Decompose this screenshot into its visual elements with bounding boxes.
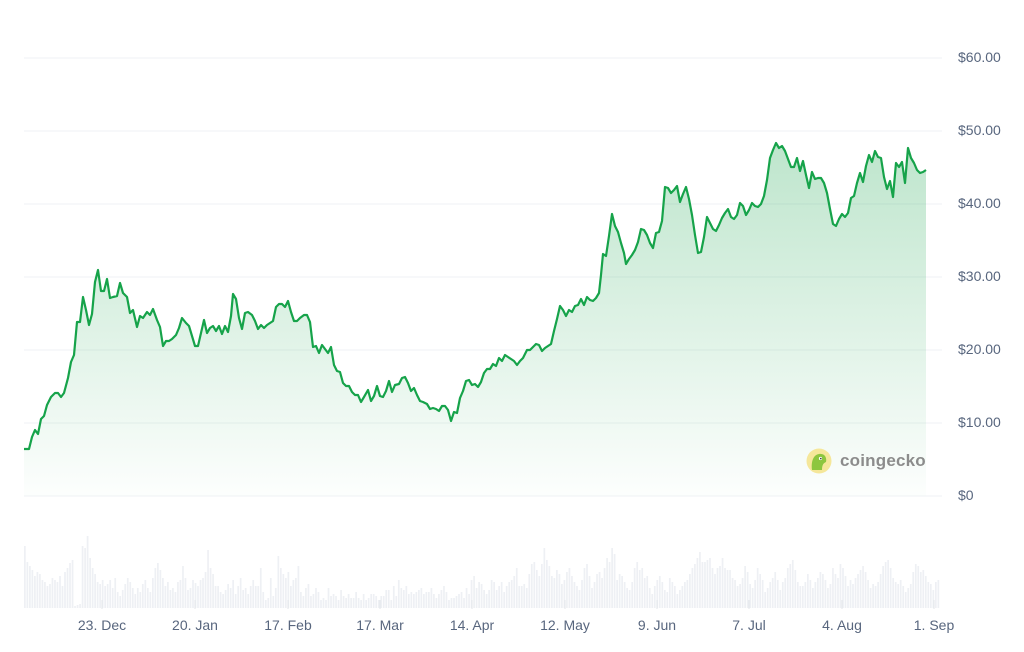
- x-tick-label: 17. Feb: [264, 617, 312, 633]
- x-axis-ticks: [101, 600, 935, 609]
- x-tick-label: 23. Dec: [77, 617, 127, 633]
- price-area: [24, 143, 926, 496]
- x-tick-label: 14. Apr: [449, 617, 495, 633]
- price-line: [24, 141, 927, 451]
- y-tick-label: $20.00: [958, 341, 1001, 357]
- x-tick-label: 17. Mar: [356, 617, 404, 633]
- gecko-logo-icon: [806, 448, 832, 474]
- y-tick-label: $30.00: [958, 268, 1001, 284]
- watermark-text: coingecko: [840, 451, 926, 470]
- y-tick-label: $60.00: [958, 49, 1001, 65]
- volume-bars: [24, 536, 940, 608]
- y-tick-label: $0: [958, 487, 974, 503]
- x-tick-label: 4. Aug: [822, 617, 862, 633]
- y-tick-label: $10.00: [958, 414, 1001, 430]
- x-tick-label: 1. Sep: [913, 617, 955, 633]
- x-tick-label: 7. Jul: [732, 617, 766, 633]
- y-tick-label: $50.00: [958, 122, 1001, 138]
- coingecko-watermark: coingecko: [806, 448, 926, 474]
- y-tick-label: $40.00: [958, 195, 1001, 211]
- x-tick-label: 12. May: [540, 617, 590, 633]
- x-tick-label: 20. Jan: [172, 617, 218, 633]
- x-tick-label: 9. Jun: [637, 617, 677, 633]
